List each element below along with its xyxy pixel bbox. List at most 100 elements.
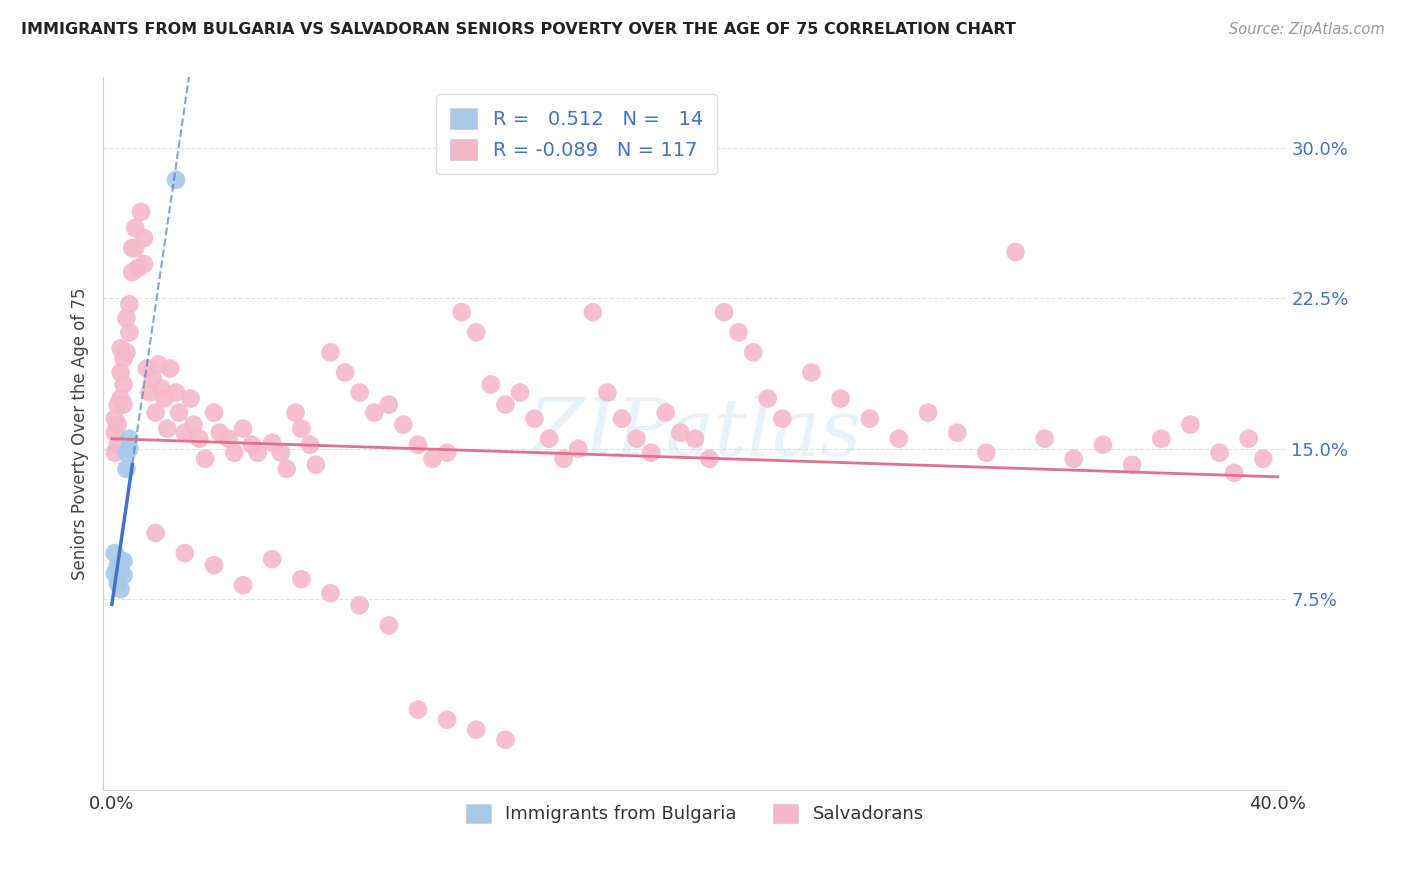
Point [290, 422, 312, 436]
Point [406, 438, 429, 452]
Point [887, 432, 910, 446]
Point [406, 703, 429, 717]
Point [333, 366, 356, 380]
Point [276, 462, 298, 476]
Point [112, 351, 135, 366]
Point [183, 417, 205, 432]
Point [378, 618, 401, 632]
Point [436, 446, 458, 460]
Point [167, 406, 190, 420]
Point [107, 576, 129, 591]
Point [112, 377, 135, 392]
Point [742, 345, 765, 359]
Point [202, 406, 225, 420]
Point [284, 406, 307, 420]
Point [132, 231, 155, 245]
Point [669, 425, 692, 440]
Point [756, 392, 779, 406]
Point [194, 451, 217, 466]
Point [422, 451, 444, 466]
Point [654, 406, 676, 420]
Point [270, 446, 292, 460]
Point [180, 392, 202, 406]
Point [246, 446, 269, 460]
Point [1033, 432, 1056, 446]
Point [118, 297, 141, 311]
Point [112, 398, 135, 412]
Point [165, 385, 187, 400]
Legend: Immigrants from Bulgaria, Salvadorans: Immigrants from Bulgaria, Salvadorans [456, 793, 935, 834]
Point [830, 392, 852, 406]
Point [494, 732, 516, 747]
Point [450, 305, 472, 319]
Point [118, 326, 141, 340]
Point [727, 326, 749, 340]
Point [1121, 458, 1143, 472]
Point [173, 546, 195, 560]
Point [232, 578, 254, 592]
Point [127, 261, 149, 276]
Point [156, 422, 179, 436]
Point [553, 451, 575, 466]
Point [145, 526, 167, 541]
Point [262, 552, 284, 566]
Y-axis label: Seniors Poverty Over the Age of 75: Seniors Poverty Over the Age of 75 [72, 287, 89, 580]
Point [135, 361, 157, 376]
Point [683, 432, 706, 446]
Point [1223, 466, 1246, 480]
Point [363, 406, 385, 420]
Point [319, 586, 342, 600]
Point [1251, 451, 1274, 466]
Point [142, 371, 165, 385]
Point [145, 406, 167, 420]
Point [713, 305, 735, 319]
Point [800, 366, 823, 380]
Text: Source: ZipAtlas.com: Source: ZipAtlas.com [1229, 22, 1385, 37]
Point [107, 417, 129, 432]
Point [290, 572, 312, 586]
Point [859, 411, 882, 425]
Point [112, 554, 135, 568]
Point [917, 406, 939, 420]
Point [107, 558, 129, 573]
Point [110, 392, 132, 406]
Point [1004, 245, 1026, 260]
Point [165, 173, 187, 187]
Point [626, 432, 648, 446]
Point [104, 446, 127, 460]
Point [107, 398, 129, 412]
Point [240, 438, 263, 452]
Point [118, 442, 141, 456]
Point [1063, 451, 1085, 466]
Point [232, 422, 254, 436]
Point [582, 305, 605, 319]
Point [188, 432, 211, 446]
Point [107, 438, 129, 452]
Point [153, 392, 176, 406]
Point [208, 425, 231, 440]
Point [115, 311, 138, 326]
Text: IMMIGRANTS FROM BULGARIA VS SALVADORAN SENIORS POVERTY OVER THE AGE OF 75 CORREL: IMMIGRANTS FROM BULGARIA VS SALVADORAN S… [21, 22, 1017, 37]
Point [1091, 438, 1114, 452]
Point [104, 546, 127, 560]
Point [1150, 432, 1173, 446]
Point [110, 342, 132, 356]
Point [139, 385, 162, 400]
Point [173, 425, 195, 440]
Point [217, 432, 239, 446]
Point [129, 205, 152, 219]
Point [305, 458, 328, 472]
Point [640, 446, 662, 460]
Text: ZIPatlas: ZIPatlas [529, 395, 862, 473]
Point [1237, 432, 1260, 446]
Point [224, 446, 246, 460]
Point [104, 566, 127, 581]
Point [392, 417, 415, 432]
Point [465, 326, 488, 340]
Point [148, 358, 170, 372]
Point [596, 385, 619, 400]
Point [118, 432, 141, 446]
Point [159, 361, 181, 376]
Point [1180, 417, 1202, 432]
Point [115, 345, 138, 359]
